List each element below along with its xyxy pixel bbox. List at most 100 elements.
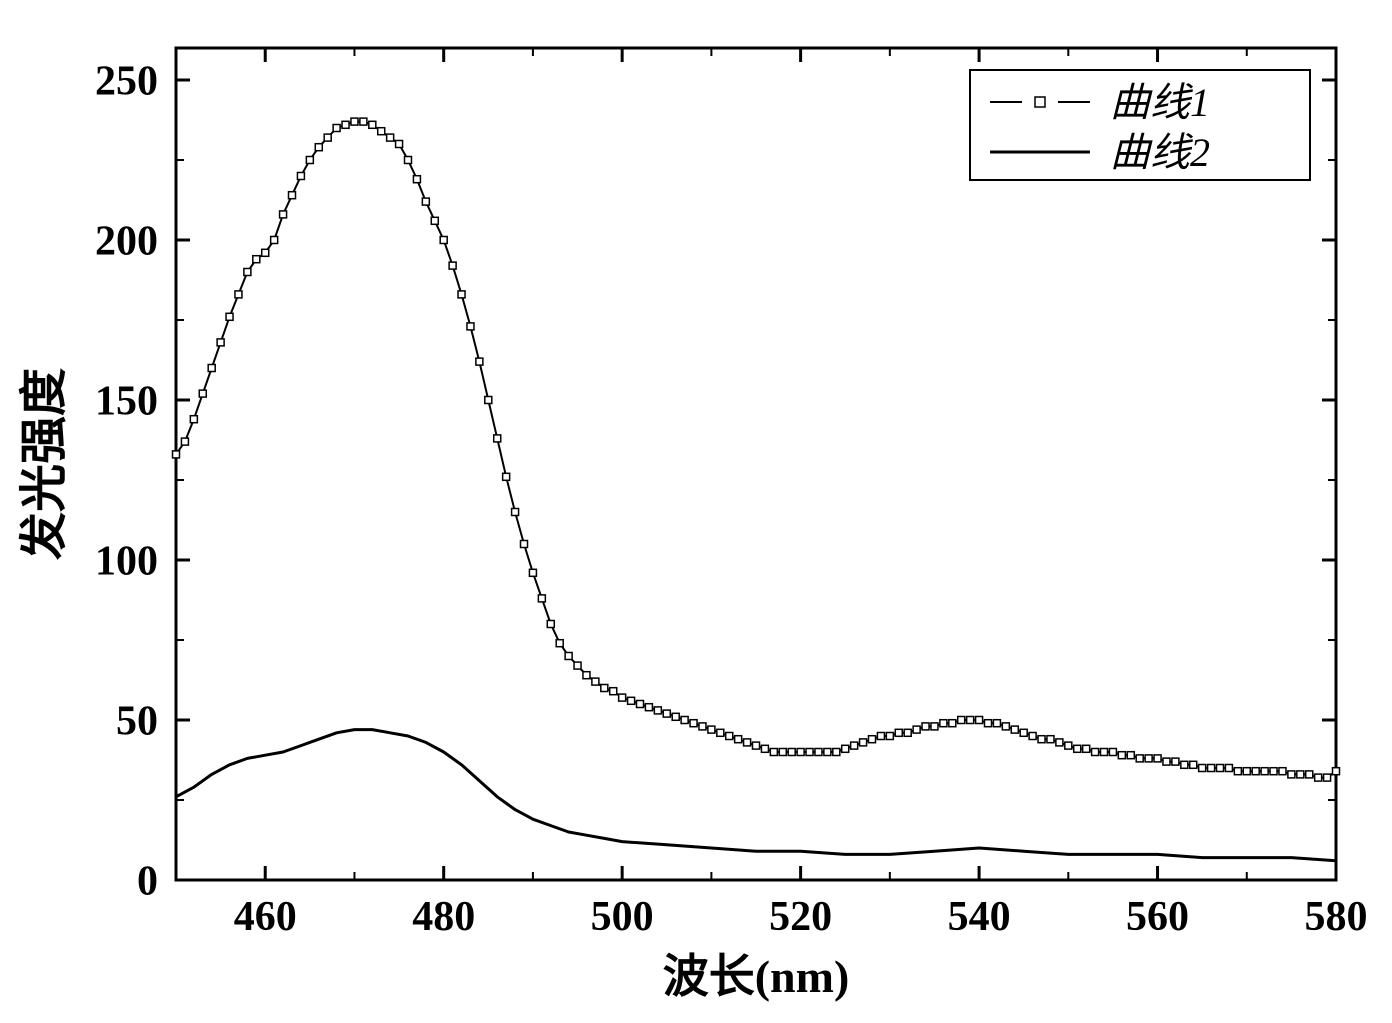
marker-square — [538, 595, 545, 602]
marker-square — [440, 237, 447, 244]
marker-square — [1092, 749, 1099, 756]
marker-square — [842, 745, 849, 752]
marker-square — [208, 365, 215, 372]
legend-label: 曲线2 — [1110, 130, 1210, 175]
marker-square — [735, 736, 742, 743]
x-axis-title: 波长(nm) — [663, 951, 850, 1002]
marker-square — [1029, 733, 1036, 740]
marker-square — [360, 118, 367, 125]
marker-square — [869, 736, 876, 743]
marker-square — [610, 688, 617, 695]
marker-square — [744, 739, 751, 746]
marker-square — [895, 729, 902, 736]
marker-square — [628, 697, 635, 704]
marker-square — [1297, 771, 1304, 778]
marker-square — [485, 397, 492, 404]
marker-square — [387, 134, 394, 141]
marker-square — [1199, 765, 1206, 772]
marker-square — [904, 729, 911, 736]
marker-square — [993, 720, 1000, 727]
marker-square — [1020, 729, 1027, 736]
marker-square — [1172, 758, 1179, 765]
marker-square — [726, 733, 733, 740]
marker-square — [753, 742, 760, 749]
marker-square — [1163, 758, 1170, 765]
marker-square — [1279, 768, 1286, 775]
marker-square — [1190, 761, 1197, 768]
marker-square — [922, 723, 929, 730]
marker-square — [788, 749, 795, 756]
marker-square — [1225, 765, 1232, 772]
marker-square — [1181, 761, 1188, 768]
x-tick-label: 540 — [948, 894, 1011, 940]
marker-square — [244, 269, 251, 276]
y-tick-label: 0 — [137, 859, 158, 905]
marker-square — [931, 723, 938, 730]
marker-square — [699, 723, 706, 730]
marker-square — [1145, 755, 1152, 762]
marker-square — [494, 435, 501, 442]
marker-square — [1234, 768, 1241, 775]
marker-square — [851, 742, 858, 749]
marker-square — [547, 621, 554, 628]
marker-square — [1333, 768, 1340, 775]
marker-square — [1154, 755, 1161, 762]
marker-square — [1243, 768, 1250, 775]
marker-square — [342, 121, 349, 128]
y-tick-label: 150 — [95, 379, 158, 425]
x-tick-label: 580 — [1305, 894, 1368, 940]
marker-square — [378, 128, 385, 135]
marker-square — [289, 192, 296, 199]
marker-square — [1288, 771, 1295, 778]
marker-square — [1324, 774, 1331, 781]
emission-spectrum-chart: 460480500520540560580050100150200250发光强度… — [0, 0, 1392, 1023]
marker-square — [940, 720, 947, 727]
marker-square — [583, 672, 590, 679]
marker-square — [708, 726, 715, 733]
marker-square — [833, 749, 840, 756]
series-曲线1 — [176, 122, 1336, 778]
marker-square — [226, 313, 233, 320]
marker-square — [1252, 768, 1259, 775]
marker-square — [521, 541, 528, 548]
marker-square — [913, 726, 920, 733]
marker-square — [1136, 755, 1143, 762]
marker-square — [654, 707, 661, 714]
marker-square — [824, 749, 831, 756]
marker-square — [717, 729, 724, 736]
marker-square — [449, 262, 456, 269]
marker-square — [663, 710, 670, 717]
marker-square — [1056, 739, 1063, 746]
marker-square — [190, 416, 197, 423]
marker-square — [1038, 736, 1045, 743]
marker-square — [672, 713, 679, 720]
marker-square — [619, 694, 626, 701]
x-tick-label: 520 — [769, 894, 832, 940]
marker-square — [770, 749, 777, 756]
x-tick-label: 460 — [234, 894, 297, 940]
marker-square — [1118, 752, 1125, 759]
marker-square — [369, 121, 376, 128]
marker-square — [1315, 774, 1322, 781]
marker-square — [886, 733, 893, 740]
marker-square — [235, 291, 242, 298]
marker-square — [806, 749, 813, 756]
marker-square — [877, 733, 884, 740]
x-tick-label: 480 — [412, 894, 475, 940]
marker-square — [779, 749, 786, 756]
marker-square — [467, 323, 474, 330]
marker-square — [565, 653, 572, 660]
marker-square — [280, 211, 287, 218]
marker-square — [1065, 742, 1072, 749]
marker-square — [1011, 726, 1018, 733]
marker-square — [601, 685, 608, 692]
marker-square — [431, 217, 438, 224]
marker-square — [181, 438, 188, 445]
marker-square — [637, 701, 644, 708]
marker-square — [306, 157, 313, 164]
marker-square — [958, 717, 965, 724]
marker-square — [315, 144, 322, 151]
marker-square — [556, 640, 563, 647]
marker-square — [458, 291, 465, 298]
y-tick-label: 250 — [95, 59, 158, 105]
